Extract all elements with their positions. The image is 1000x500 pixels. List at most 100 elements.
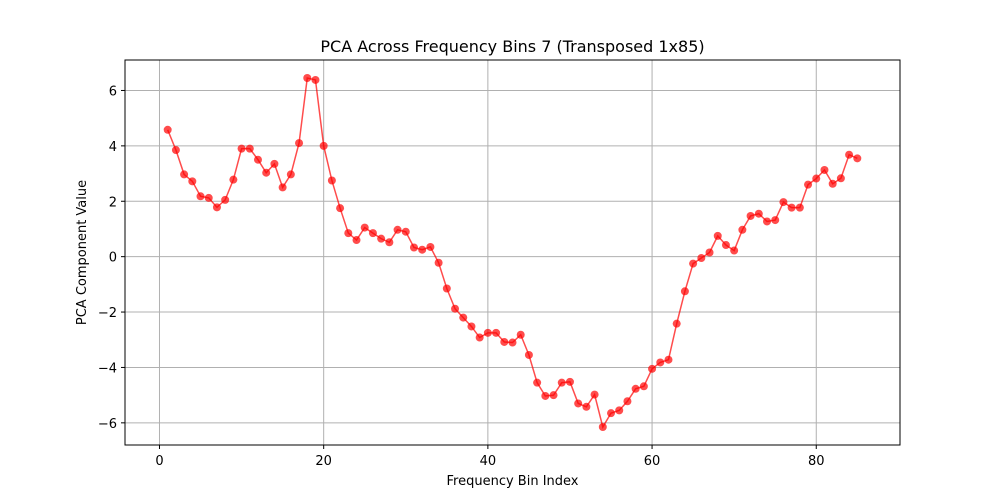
data-point xyxy=(451,304,460,313)
grid-lines xyxy=(125,60,900,445)
data-point xyxy=(311,75,320,84)
x-tick-label: 40 xyxy=(480,454,497,469)
data-point xyxy=(787,203,796,212)
data-point xyxy=(713,231,722,240)
data-point xyxy=(295,139,304,148)
data-point xyxy=(401,227,410,236)
y-axis-label: PCA Component Value xyxy=(75,180,90,325)
series-line xyxy=(166,77,858,429)
x-tick-label: 0 xyxy=(155,454,163,469)
data-point xyxy=(828,179,837,188)
data-point xyxy=(253,155,262,164)
data-point xyxy=(557,378,566,387)
x-tick-label: 60 xyxy=(644,454,661,469)
data-point xyxy=(524,350,533,359)
data-point xyxy=(623,397,632,406)
data-point xyxy=(196,192,205,201)
data-point xyxy=(336,204,345,213)
data-point xyxy=(656,358,665,367)
data-point xyxy=(812,174,821,183)
data-point xyxy=(590,390,599,399)
data-point xyxy=(721,241,730,250)
data-point xyxy=(212,203,221,212)
axis-ticks: 0 20 40 60 80 −6 −4 −2 0 2 4 6 xyxy=(98,84,825,469)
data-point xyxy=(565,377,574,386)
data-point xyxy=(385,238,394,247)
data-point xyxy=(508,338,517,347)
data-point xyxy=(270,159,279,168)
data-point xyxy=(648,364,657,373)
data-point xyxy=(360,223,369,232)
data-point xyxy=(771,216,780,225)
data-point xyxy=(467,322,476,331)
chart-title: PCA Across Frequency Bins 7 (Transposed … xyxy=(320,37,704,56)
data-point xyxy=(598,422,607,431)
data-point xyxy=(541,391,550,400)
data-point xyxy=(845,150,854,159)
data-point xyxy=(483,328,492,337)
data-point xyxy=(607,409,616,418)
data-point xyxy=(533,378,542,387)
data-point xyxy=(689,259,698,268)
data-point xyxy=(418,245,427,254)
data-point xyxy=(746,211,755,220)
data-point xyxy=(434,258,443,267)
data-point xyxy=(804,180,813,189)
data-point xyxy=(779,198,788,207)
data-point xyxy=(237,144,246,153)
data-point xyxy=(615,406,624,415)
y-tick-label: 0 xyxy=(109,251,117,266)
data-point xyxy=(631,384,640,393)
y-tick-label: 2 xyxy=(109,195,117,210)
data-point xyxy=(820,165,829,174)
data-point xyxy=(516,330,525,339)
y-tick-label: 4 xyxy=(109,140,117,155)
data-point xyxy=(697,254,706,263)
data-point xyxy=(286,170,295,179)
data-point xyxy=(327,176,336,185)
data-point xyxy=(188,177,197,186)
data-point xyxy=(377,234,386,243)
data-point xyxy=(549,391,558,400)
x-axis-label: Frequency Bin Index xyxy=(447,474,579,489)
data-series xyxy=(163,74,862,431)
data-point xyxy=(672,319,681,328)
data-point xyxy=(582,402,591,411)
data-point xyxy=(426,242,435,251)
data-point xyxy=(459,313,468,322)
data-point xyxy=(171,146,180,155)
data-point xyxy=(409,243,418,252)
data-point xyxy=(795,203,804,212)
data-point xyxy=(763,217,772,226)
data-point xyxy=(738,225,747,234)
data-point xyxy=(262,168,271,177)
data-point xyxy=(492,328,501,337)
data-point xyxy=(500,337,509,346)
data-point xyxy=(221,195,230,204)
data-point xyxy=(574,399,583,408)
plot-frame xyxy=(124,59,901,446)
data-point xyxy=(303,74,312,83)
y-tick-label: −4 xyxy=(98,361,117,376)
x-tick-label: 80 xyxy=(808,454,825,469)
data-point xyxy=(319,141,328,150)
data-point xyxy=(352,236,361,245)
data-point xyxy=(393,225,402,234)
y-tick-label: 6 xyxy=(109,84,117,99)
data-point xyxy=(639,382,648,391)
data-point xyxy=(344,229,353,238)
y-tick-label: −6 xyxy=(98,417,117,432)
x-tick-label: 20 xyxy=(315,454,332,469)
data-point xyxy=(229,175,238,184)
data-point xyxy=(180,170,189,179)
data-point xyxy=(442,284,451,293)
y-tick-label: −2 xyxy=(98,306,117,321)
data-point xyxy=(680,287,689,296)
data-point xyxy=(278,183,287,192)
data-point xyxy=(853,154,862,163)
data-point xyxy=(245,144,254,153)
data-point xyxy=(368,229,377,238)
data-point xyxy=(754,209,763,218)
data-point xyxy=(163,125,172,134)
